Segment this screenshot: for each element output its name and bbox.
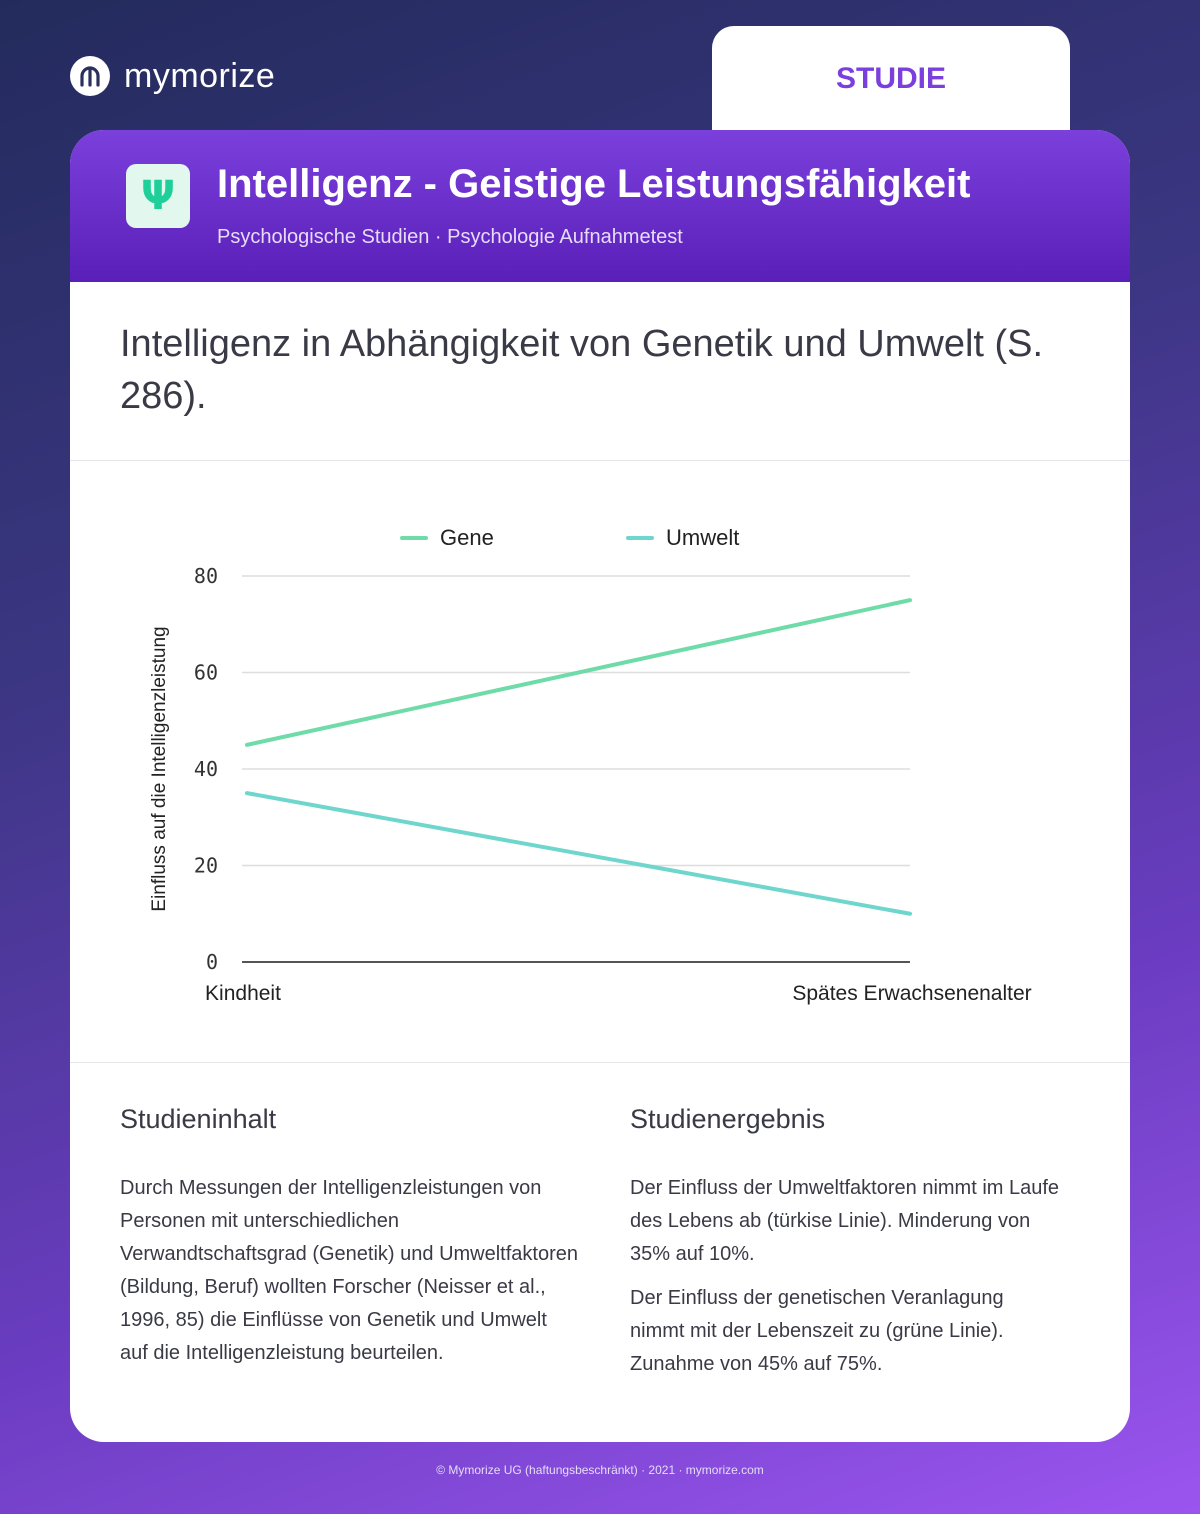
card-title: Intelligenz - Geistige Leistungsfähigkei…	[217, 162, 971, 206]
study-result-text-2: Der Einfluss der genetischen Veranlagung…	[630, 1287, 1004, 1375]
y-tick-label: 60	[194, 661, 218, 685]
study-question: Intelligenz in Abhängigkeit von Genetik …	[120, 323, 1044, 417]
legend-label: Umwelt	[666, 525, 739, 550]
study-result-text-1: Der Einfluss der Umweltfaktoren nimmt im…	[630, 1177, 1060, 1265]
study-content-heading: Studieninhalt	[120, 1104, 277, 1134]
y-axis-label: Einfluss auf die Intelligenzleistung	[149, 626, 170, 911]
mymorize-logo-icon	[70, 56, 110, 96]
x-tick-label: Kindheit	[205, 982, 281, 1005]
card-subtitle: Psychologische Studien · Psychologie Auf…	[217, 226, 683, 248]
study-content-text: Durch Messungen der Intelligenzleistunge…	[120, 1177, 578, 1364]
legend-label: Gene	[440, 525, 494, 550]
y-tick-label: 0	[206, 950, 218, 974]
study-tab-label: STUDIE	[835, 62, 946, 95]
brand-name: mymorize	[124, 56, 276, 95]
series-line-gene	[245, 598, 912, 747]
series-line-umwelt	[245, 791, 912, 916]
brand: mymorize	[70, 56, 275, 96]
study-result-heading: Studienergebnis	[630, 1104, 826, 1134]
x-tick-label: Spätes Erwachsenenalter	[792, 982, 1031, 1005]
y-tick-label: 40	[194, 757, 218, 781]
card-header: Ψ Intelligenz - Geistige Leistungsfähigk…	[70, 130, 1130, 282]
footer-copyright: © Mymorize UG (haftungsbeschränkt) · 202…	[436, 1463, 764, 1477]
psi-icon: Ψ	[126, 164, 190, 228]
study-card: Ψ Intelligenz - Geistige Leistungsfähigk…	[70, 130, 1130, 1442]
divider	[70, 460, 1130, 461]
y-tick-label: 80	[194, 564, 218, 588]
y-tick-label: 20	[194, 854, 218, 878]
line-chart: 0 20 40 60 80 Einfluss auf die Intelligenzlei…	[149, 525, 1032, 1005]
divider	[70, 1062, 1130, 1063]
